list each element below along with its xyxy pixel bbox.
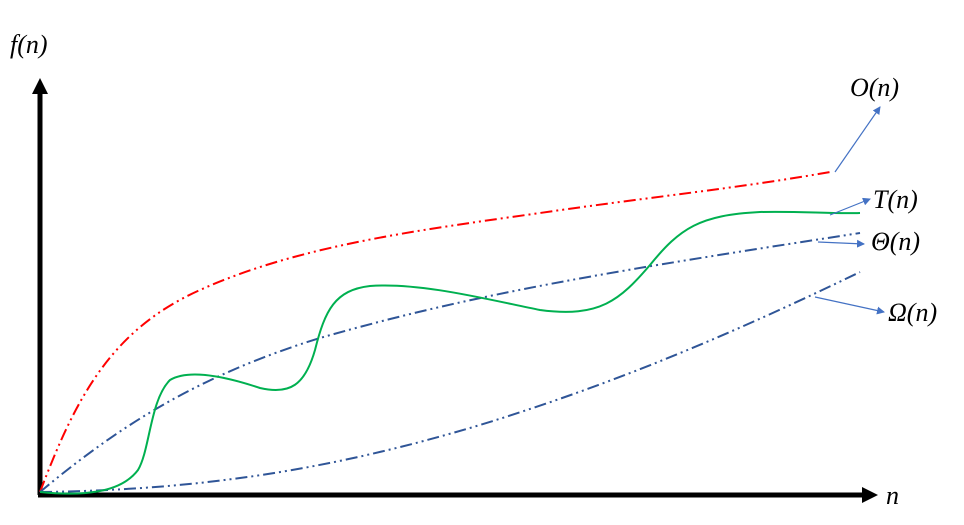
y-axis-label: f(n) [10,30,48,59]
leader-arrow [814,296,885,315]
curve-label: O(n) [850,73,899,102]
tight-bound-curve [39,232,861,493]
lower-bound-curve [39,271,861,493]
leader-arrow [817,239,865,248]
curve-label: Ω(n) [888,298,937,327]
running-time-curve [39,210,861,495]
curve-label: T(n) [873,185,918,214]
leader-arrow [834,106,881,173]
leader-arrow [829,197,871,216]
curve-label: Θ(n) [871,227,920,256]
x-axis-label: n [886,481,899,510]
y-axis-arrow [32,78,48,94]
x-axis-arrow [862,487,878,503]
upper-bound-curve [39,171,831,493]
